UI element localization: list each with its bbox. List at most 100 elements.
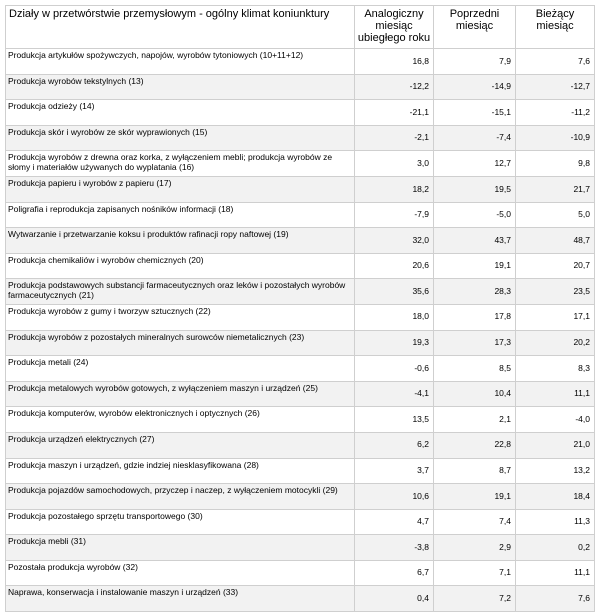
row-prev-year-value: -7,9 xyxy=(354,201,434,229)
row-prev-year-value: 20,6 xyxy=(354,252,434,280)
table-row: Wytwarzanie i przetwarzanie koksu i prod… xyxy=(5,227,595,254)
row-current-value: 48,7 xyxy=(515,227,595,254)
row-prev-month-value: -7,4 xyxy=(433,124,516,152)
row-current-value: -4,0 xyxy=(515,406,595,433)
row-current-value: 20,2 xyxy=(515,329,595,357)
row-prev-year-value: 16,8 xyxy=(354,48,434,75)
row-name: Poligrafia i reprodukcja zapisanych nośn… xyxy=(5,201,355,229)
row-current-value: 21,7 xyxy=(515,175,595,203)
row-prev-month-value: 8,5 xyxy=(433,355,516,382)
table-row: Produkcja chemikaliów i wyrobów chemiczn… xyxy=(5,252,595,280)
row-current-value: 13,2 xyxy=(515,457,595,485)
row-prev-month-value: 12,7 xyxy=(433,150,516,177)
row-prev-year-value: 6,7 xyxy=(354,559,434,587)
row-prev-month-value: 8,7 xyxy=(433,457,516,485)
row-current-value: 21,0 xyxy=(515,431,595,459)
row-current-value: -10,9 xyxy=(515,124,595,152)
table-row: Produkcja pozostałego sprzętu transporto… xyxy=(5,508,595,536)
row-current-value: 17,1 xyxy=(515,303,595,331)
row-name: Produkcja skór i wyrobów ze skór wyprawi… xyxy=(5,124,355,152)
row-prev-month-value: 2,9 xyxy=(433,534,516,561)
table-row: Produkcja artykułów spożywczych, napojów… xyxy=(5,48,595,75)
row-prev-year-value: 4,7 xyxy=(354,508,434,536)
row-name: Produkcja maszyn i urządzeń, gdzie indzi… xyxy=(5,457,355,485)
row-prev-year-value: 35,6 xyxy=(354,278,434,305)
row-current-value: 11,1 xyxy=(515,380,595,408)
table-row: Produkcja wyrobów z drewna oraz korka, z… xyxy=(5,150,595,177)
row-prev-year-value: -12,2 xyxy=(354,73,434,101)
table-row: Produkcja metalowych wyrobów gotowych, z… xyxy=(5,380,595,408)
table-row: Produkcja komputerów, wyrobów elektronic… xyxy=(5,406,595,433)
header-current: Bieżący miesiąc xyxy=(515,5,595,49)
table-row: Naprawa, konserwacja i instalowanie masz… xyxy=(5,585,595,612)
row-current-value: 11,1 xyxy=(515,559,595,587)
table-row: Produkcja mebli (31) -3,8 2,9 0,2 xyxy=(5,534,595,561)
row-name: Pozostała produkcja wyrobów (32) xyxy=(5,559,355,587)
table-row: Produkcja wyrobów z gumy i tworzyw sztuc… xyxy=(5,303,595,331)
row-name: Produkcja metali (24) xyxy=(5,355,355,382)
row-current-value: 0,2 xyxy=(515,534,595,561)
row-name: Naprawa, konserwacja i instalowanie masz… xyxy=(5,585,355,612)
row-prev-month-value: 10,4 xyxy=(433,380,516,408)
row-prev-year-value: -4,1 xyxy=(354,380,434,408)
row-prev-month-value: 19,1 xyxy=(433,483,516,510)
row-name: Produkcja papieru i wyrobów z papieru (1… xyxy=(5,175,355,203)
row-current-value: 11,3 xyxy=(515,508,595,536)
table-body: Produkcja artykułów spożywczych, napojów… xyxy=(5,48,595,612)
row-name: Produkcja artykułów spożywczych, napojów… xyxy=(5,48,355,75)
row-prev-month-value: -14,9 xyxy=(433,73,516,101)
table-row: Produkcja urządzeń elektrycznych (27) 6,2… xyxy=(5,431,595,459)
table-row: Produkcja podstawowych substancji farmac… xyxy=(5,278,595,305)
row-prev-year-value: -2,1 xyxy=(354,124,434,152)
row-name: Produkcja wyrobów tekstylnych (13) xyxy=(5,73,355,101)
row-name: Produkcja wyrobów z pozostałych mineraln… xyxy=(5,329,355,357)
row-current-value: -11,2 xyxy=(515,99,595,126)
row-prev-year-value: -21,1 xyxy=(354,99,434,126)
header-category: Działy w przetwórstwie przemysłowym - og… xyxy=(5,5,355,49)
table-row: Produkcja odzieży (14) -21,1 -15,1 -11,2 xyxy=(5,99,595,126)
row-prev-month-value: 17,8 xyxy=(433,303,516,331)
row-current-value: 9,8 xyxy=(515,150,595,177)
row-prev-month-value: -15,1 xyxy=(433,99,516,126)
row-prev-month-value: 17,3 xyxy=(433,329,516,357)
row-prev-year-value: 10,6 xyxy=(354,483,434,510)
row-prev-year-value: -3,8 xyxy=(354,534,434,561)
row-current-value: 8,3 xyxy=(515,355,595,382)
row-prev-month-value: 7,2 xyxy=(433,585,516,612)
row-prev-month-value: 19,1 xyxy=(433,252,516,280)
row-name: Produkcja chemikaliów i wyrobów chemiczn… xyxy=(5,252,355,280)
row-name: Produkcja odzieży (14) xyxy=(5,99,355,126)
row-prev-year-value: 3,0 xyxy=(354,150,434,177)
row-current-value: -12,7 xyxy=(515,73,595,101)
row-prev-month-value: 7,1 xyxy=(433,559,516,587)
table-row: Produkcja skór i wyrobów ze skór wyprawi… xyxy=(5,124,595,152)
table-row: Produkcja pojazdów samochodowych, przycz… xyxy=(5,483,595,510)
row-prev-year-value: 6,2 xyxy=(354,431,434,459)
row-prev-month-value: 2,1 xyxy=(433,406,516,433)
row-name: Produkcja mebli (31) xyxy=(5,534,355,561)
table-row: Produkcja wyrobów tekstylnych (13) -12,2-… xyxy=(5,73,595,101)
row-current-value: 18,4 xyxy=(515,483,595,510)
table-row: Produkcja metali (24) -0,6 8,5 8,3 xyxy=(5,355,595,382)
row-current-value: 5,0 xyxy=(515,201,595,229)
row-name: Produkcja podstawowych substancji farmac… xyxy=(5,278,355,305)
row-name: Produkcja pojazdów samochodowych, przycz… xyxy=(5,483,355,510)
row-name: Produkcja metalowych wyrobów gotowych, z… xyxy=(5,380,355,408)
row-name: Produkcja komputerów, wyrobów elektronic… xyxy=(5,406,355,433)
table-row: Produkcja maszyn i urządzeń, gdzie indzi… xyxy=(5,457,595,485)
table-row: Produkcja wyrobów z pozostałych mineraln… xyxy=(5,329,595,357)
header-prev-year: Analogiczny miesiąc ubiegłego roku xyxy=(354,5,434,49)
row-current-value: 7,6 xyxy=(515,48,595,75)
row-prev-year-value: 0,4 xyxy=(354,585,434,612)
row-current-value: 20,7 xyxy=(515,252,595,280)
row-current-value: 23,5 xyxy=(515,278,595,305)
business-climate-table: Działy w przetwórstwie przemysłowym - og… xyxy=(5,5,595,612)
row-name: Wytwarzanie i przetwarzanie koksu i prod… xyxy=(5,227,355,254)
table-header-row: Działy w przetwórstwie przemysłowym - og… xyxy=(5,5,595,49)
row-prev-month-value: -5,0 xyxy=(433,201,516,229)
row-name: Produkcja pozostałego sprzętu transporto… xyxy=(5,508,355,536)
row-prev-year-value: 18,0 xyxy=(354,303,434,331)
row-prev-year-value: 32,0 xyxy=(354,227,434,254)
row-prev-month-value: 43,7 xyxy=(433,227,516,254)
row-prev-year-value: -0,6 xyxy=(354,355,434,382)
